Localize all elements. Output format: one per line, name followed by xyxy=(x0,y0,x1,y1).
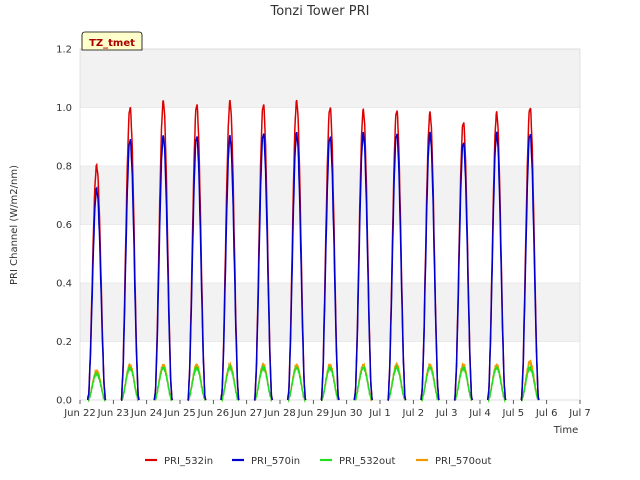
x-tick-label: Jun 25 xyxy=(163,408,196,419)
plot-area xyxy=(79,48,581,401)
site-badge-label: TZ_tmet xyxy=(89,38,135,49)
y-tick-label: 1.2 xyxy=(56,45,72,56)
series-lines xyxy=(86,99,540,403)
site-badge: TZ_tmet xyxy=(81,31,143,51)
series-line-PRI_532out xyxy=(87,364,540,403)
x-tick-label: Jul 7 xyxy=(568,408,591,419)
legend-label-PRI_532out: PRI_532out xyxy=(339,456,395,467)
x-tick-label: Jul 1 xyxy=(368,408,391,419)
x-axis-ticks: Jun 22 Jun 23 Jun 24 Jun 25 Jun 26 Jun 27 Jun … xyxy=(63,400,591,419)
plot-band xyxy=(80,341,580,400)
x-tick-label: Jul 4 xyxy=(468,408,491,419)
chart-title: Tonzi Tower PRI xyxy=(270,4,370,19)
legend-label-PRI_532in: PRI_532in xyxy=(164,456,213,467)
site-badge-box xyxy=(81,31,143,51)
plot-band xyxy=(80,166,580,225)
x-tick-label: Jun 23 xyxy=(97,408,130,419)
x-tick-label: Jun 30 xyxy=(330,408,363,419)
y-tick-label: 0.0 xyxy=(56,396,72,407)
x-tick-label: Jul 3 xyxy=(435,408,458,419)
x-tick-label: Jun 29 xyxy=(297,408,330,419)
x-tick-label: Jun 27 xyxy=(230,408,263,419)
y-tick-label: 0.2 xyxy=(56,337,72,348)
y-axis-ticks: 0.0 0.2 0.4 0.6 0.8 1.0 1.2 xyxy=(56,45,72,407)
x-tick-label: Jun 26 xyxy=(197,408,230,419)
legend-label-PRI_570in: PRI_570in xyxy=(251,456,300,467)
x-tick-label: Jul 2 xyxy=(402,408,425,419)
y-tick-label: 1.0 xyxy=(56,103,72,114)
series-line-PRI_532in xyxy=(86,99,540,401)
legend-label-PRI_570out: PRI_570out xyxy=(435,456,491,467)
y-tick-label: 0.6 xyxy=(56,220,72,231)
x-tick-label: Jun 28 xyxy=(263,408,296,419)
legend: PRI_532in PRI_570in PRI_532out PRI_570out xyxy=(145,456,491,467)
series-line-PRI_570in xyxy=(86,131,540,401)
plot-band xyxy=(80,49,580,108)
x-axis-label: Time xyxy=(553,425,578,436)
x-tick-label: Jun 22 xyxy=(63,408,96,419)
y-tick-label: 0.8 xyxy=(56,162,72,173)
y-tick-label: 0.4 xyxy=(56,279,72,290)
plot-band xyxy=(80,224,580,283)
x-tick-label: Jun 24 xyxy=(130,408,163,419)
plot-band xyxy=(80,283,580,342)
plot-background xyxy=(80,48,580,401)
x-tick-label: Jul 5 xyxy=(502,408,525,419)
x-tick-label: Jul 6 xyxy=(535,408,558,419)
y-axis-label: PRI Channel (W/m2/nm) xyxy=(9,165,20,285)
